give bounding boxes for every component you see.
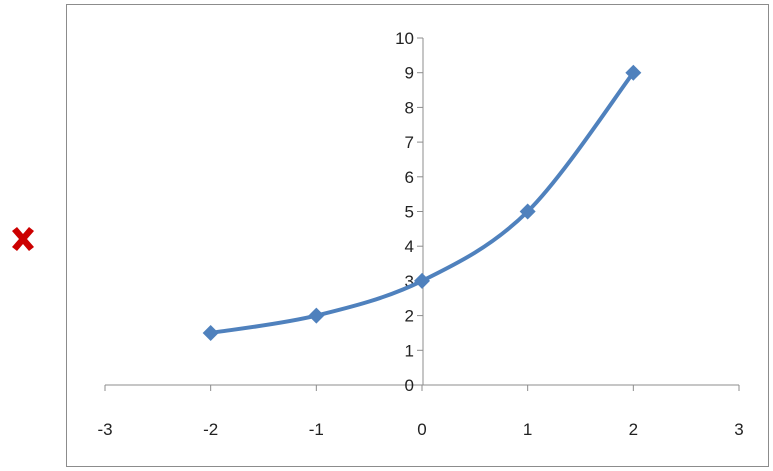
y-tick-label: 0 xyxy=(405,376,414,395)
x-tick-label: -3 xyxy=(97,420,112,439)
y-tick-label: 4 xyxy=(405,237,414,256)
y-tick-label: 1 xyxy=(405,341,414,360)
y-tick-label: 7 xyxy=(405,133,414,152)
y-tick-labels: 0 1 2 3 4 5 6 7 8 9 10 xyxy=(395,29,414,395)
data-point-marker xyxy=(519,203,536,220)
data-point-marker xyxy=(308,307,325,324)
y-tick-label: 8 xyxy=(405,98,414,117)
series-group xyxy=(202,64,642,341)
x-tick-label: 1 xyxy=(523,420,532,439)
series-line xyxy=(208,70,636,335)
x-tick-label: -1 xyxy=(309,420,324,439)
x-tick-label: -2 xyxy=(203,420,218,439)
x-tick-labels: -3 -2 -1 0 1 2 3 xyxy=(97,420,743,439)
y-tick-label: 6 xyxy=(405,168,414,187)
y-tick-label: 2 xyxy=(405,307,414,326)
cross-icon xyxy=(12,227,34,251)
chart-frame xyxy=(66,4,769,467)
data-point-marker xyxy=(625,64,642,81)
y-tick-label: 5 xyxy=(405,203,414,222)
y-tick-label: 9 xyxy=(405,64,414,83)
data-point-marker xyxy=(202,324,219,341)
x-tick-label: 3 xyxy=(734,420,743,439)
y-tick-label: 10 xyxy=(395,29,414,48)
x-tick-label: 2 xyxy=(629,420,638,439)
x-tick-label: 0 xyxy=(417,420,426,439)
data-point-marker xyxy=(414,272,430,289)
y-tick-label: 3 xyxy=(405,272,414,291)
